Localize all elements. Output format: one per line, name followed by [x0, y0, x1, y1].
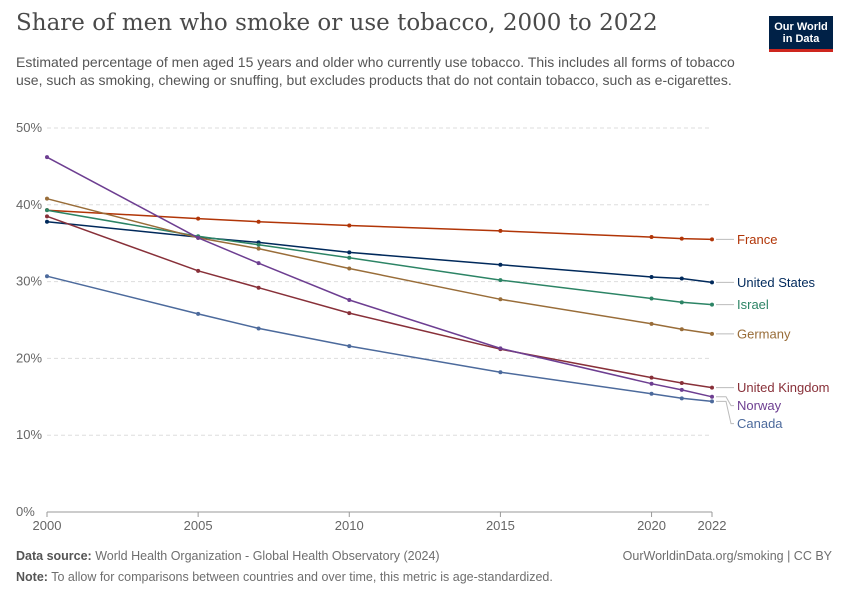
data-point-united-kingdom — [196, 268, 201, 273]
data-point-united-states — [710, 280, 714, 285]
x-tick-label: 2010 — [335, 518, 364, 533]
data-point-canada — [649, 391, 654, 396]
series-line-germany — [46, 197, 713, 335]
data-point-germany — [498, 297, 503, 302]
data-point-germany — [679, 327, 684, 332]
data-point-france — [649, 235, 654, 240]
chart-title: Share of men who smoke or use tobacco, 2… — [16, 10, 658, 36]
data-point-norway — [679, 387, 684, 392]
data-point-france — [679, 236, 684, 241]
data-point-israel — [649, 296, 654, 301]
data-point-united-kingdom — [45, 214, 49, 219]
x-tick-label: 2000 — [33, 518, 62, 533]
data-point-france — [710, 237, 714, 242]
label-connector — [716, 396, 734, 407]
data-point-germany — [256, 246, 261, 251]
data-point-canada — [710, 399, 714, 404]
gridlines — [47, 127, 712, 513]
data-point-united-kingdom — [347, 311, 352, 316]
footer-note: Note: To allow for comparisons between c… — [16, 570, 553, 584]
series-line-united-kingdom — [46, 215, 713, 389]
data-source: Data source: World Health Organization -… — [16, 549, 440, 563]
series-label-canada: Canada — [737, 416, 783, 431]
series-lines — [45, 155, 714, 404]
data-point-norway — [710, 394, 714, 399]
series-label-germany: Germany — [737, 326, 791, 341]
chart-subtitle: Estimated percentage of men aged 15 year… — [16, 54, 735, 88]
data-point-france — [256, 219, 261, 224]
data-point-canada — [679, 396, 684, 401]
data-point-united-kingdom — [710, 385, 714, 390]
data-point-united-states — [679, 276, 684, 281]
data-point-norway — [347, 298, 352, 303]
data-point-norway — [196, 235, 201, 240]
data-point-united-kingdom — [256, 285, 261, 290]
data-point-norway — [649, 381, 654, 386]
data-point-canada — [196, 311, 201, 316]
data-point-france — [498, 228, 503, 233]
note-label: Note: — [16, 570, 48, 584]
series-line-israel — [46, 209, 713, 306]
data-point-canada — [347, 344, 352, 349]
data-source-text[interactable]: World Health Organization - Global Healt… — [95, 549, 440, 563]
data-point-israel — [347, 255, 352, 260]
data-point-israel — [498, 278, 503, 283]
y-tick-label: 50% — [16, 120, 42, 135]
data-point-united-states — [498, 262, 503, 267]
y-tick-label: 40% — [16, 197, 42, 212]
data-point-united-states — [347, 250, 352, 255]
series-line-canada — [46, 275, 713, 403]
logo-line-2: in Data — [782, 33, 820, 45]
data-point-germany — [347, 266, 352, 271]
y-tick-label: 20% — [16, 350, 42, 365]
footer-url[interactable]: OurWorldinData.org/smoking | CC BY — [622, 549, 832, 563]
data-point-united-states — [649, 274, 654, 279]
data-point-norway — [45, 155, 49, 160]
x-tick-label: 2015 — [486, 518, 515, 533]
data-point-germany — [710, 331, 714, 336]
data-point-united-states — [45, 219, 49, 224]
data-source-label: Data source: — [16, 549, 92, 563]
data-point-canada — [45, 274, 49, 279]
data-point-israel — [45, 208, 49, 213]
series-label-france: France — [737, 232, 777, 247]
series-line-france — [46, 209, 713, 241]
y-tick-label: 10% — [16, 427, 42, 442]
data-point-israel — [679, 300, 684, 305]
label-connector — [716, 400, 734, 425]
series-label-israel: Israel — [737, 297, 769, 312]
owid-logo[interactable]: Our World in Data — [769, 16, 833, 52]
series-labels: France United States Israel Germany United K… — [716, 232, 830, 431]
data-point-israel — [710, 302, 714, 307]
series-label-norway: Norway — [737, 398, 782, 413]
data-point-canada — [256, 326, 261, 331]
data-point-norway — [256, 261, 261, 266]
y-tick-label: 30% — [16, 274, 42, 289]
x-axis: 2000 2005 2010 2015 2020 2022 — [33, 512, 727, 533]
data-point-germany — [649, 321, 654, 326]
data-point-united-kingdom — [649, 375, 654, 380]
series-line-norway — [46, 156, 713, 398]
data-point-israel — [256, 242, 261, 247]
x-tick-label: 2020 — [637, 518, 666, 533]
data-point-france — [347, 223, 352, 228]
y-axis-ticks: 0% 10% 20% 30% 40% 50% — [16, 120, 42, 519]
data-point-canada — [498, 370, 503, 375]
data-point-norway — [498, 346, 503, 351]
logo-line-1: Our World — [774, 21, 828, 33]
series-label-united-states: United States — [737, 275, 816, 290]
data-point-united-kingdom — [679, 380, 684, 385]
data-point-france — [196, 216, 201, 221]
x-tick-label: 2005 — [184, 518, 213, 533]
series-label-united-kingdom: United Kingdom — [737, 380, 830, 395]
data-point-germany — [45, 196, 49, 201]
y-tick-label: 0% — [16, 504, 35, 519]
x-tick-label: 2022 — [698, 518, 727, 533]
note-text: To allow for comparisons between countri… — [51, 570, 553, 584]
